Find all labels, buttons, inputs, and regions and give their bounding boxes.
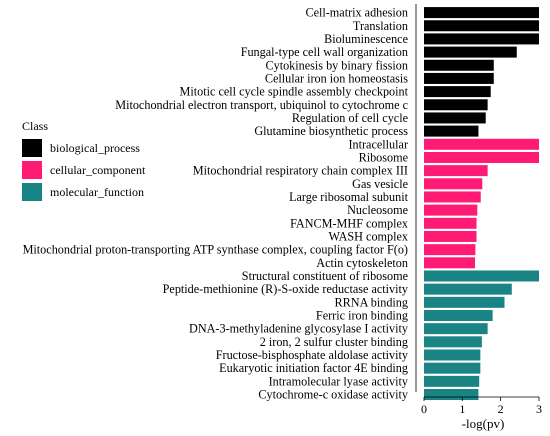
- bar: [424, 46, 517, 58]
- legend: Class biological_process cellular_compon…: [22, 119, 146, 201]
- category-label: Structural constituent of ribosome: [242, 269, 408, 283]
- bars: [424, 7, 539, 401]
- bar: [424, 309, 493, 321]
- category-label: Intramolecular lyase activity: [269, 374, 409, 388]
- category-label: DNA-3-methyladenine glycosylase I activi…: [189, 322, 409, 336]
- bar: [424, 33, 539, 45]
- bar: [424, 178, 483, 190]
- category-label: Cytochrome-c oxidase activity: [258, 388, 408, 402]
- bar: [424, 125, 479, 137]
- bar: [424, 165, 488, 177]
- bar: [424, 336, 482, 348]
- bar: [424, 112, 486, 124]
- category-label: FANCM-MHF complex: [290, 216, 408, 230]
- bar: [424, 191, 481, 203]
- legend-title: Class: [22, 119, 48, 133]
- x-tick-label: 0: [421, 402, 427, 416]
- category-label: Actin cytoskeleton: [316, 256, 408, 270]
- bar: [424, 99, 488, 111]
- bar: [424, 151, 539, 163]
- category-label: Mitochondrial respiratory chain complex …: [193, 164, 408, 178]
- bar: [424, 59, 494, 71]
- category-label: Ferric iron binding: [316, 308, 408, 322]
- category-label: Mitotic cell cycle spindle assembly chec…: [180, 85, 409, 99]
- bar: [424, 72, 494, 84]
- bar: [424, 375, 480, 387]
- category-label: Regulation of cell cycle: [292, 111, 408, 125]
- category-label: Gas vesicle: [352, 177, 408, 191]
- category-label: WASH complex: [328, 229, 408, 243]
- x-axis-label: -log(pv): [462, 416, 505, 431]
- legend-swatch-molecular-function: [22, 183, 42, 201]
- category-label: Ribosome: [359, 150, 408, 164]
- category-label: Intracellular: [348, 137, 408, 151]
- category-label: Bioluminescence: [324, 32, 408, 46]
- bar: [424, 138, 539, 150]
- category-label: Cellular iron ion homeostasis: [265, 71, 408, 85]
- legend-label-cellular-component: cellular_component: [50, 163, 146, 177]
- category-label: Nucleosome: [347, 203, 408, 217]
- category-label: Mitochondrial proton-transporting ATP sy…: [23, 243, 408, 257]
- bar: [424, 257, 475, 269]
- category-label: Peptide-methionine (R)-S-oxide reductase…: [163, 282, 409, 296]
- bar: [424, 362, 481, 374]
- category-label: RRNA binding: [335, 295, 408, 309]
- x-tick-label: 2: [498, 402, 504, 416]
- bar: [424, 389, 479, 401]
- category-label: Fructose-bisphosphate aldolase activity: [216, 348, 409, 362]
- category-label: Large ribosomal subunit: [289, 190, 409, 204]
- category-label: Cytokinesis by binary fission: [265, 58, 408, 72]
- x-tick-label: 3: [536, 402, 542, 416]
- bar: [424, 20, 539, 32]
- category-label: Eukaryotic initiation factor 4E binding: [219, 361, 408, 375]
- legend-swatch-biological-process: [22, 139, 42, 157]
- bar: [424, 283, 512, 295]
- legend-swatch-cellular-component: [22, 161, 42, 179]
- bar: [424, 7, 539, 19]
- category-labels: Cell-matrix adhesionTranslationBiolumine…: [23, 6, 409, 402]
- bar: [424, 230, 477, 242]
- category-label: Fungal-type cell wall organization: [241, 45, 408, 59]
- bar: [424, 217, 477, 229]
- x-axis: 0 1 2 3: [415, 4, 542, 416]
- bar: [424, 270, 539, 282]
- category-label: Mitochondrial electron transport, ubiqui…: [115, 98, 408, 112]
- bar: [424, 349, 481, 361]
- bar: [424, 244, 476, 256]
- x-tick-label: 1: [459, 402, 465, 416]
- legend-label-biological-process: biological_process: [50, 141, 140, 155]
- bar: [424, 86, 491, 98]
- category-label: Translation: [353, 19, 408, 33]
- category-label: 2 iron, 2 sulfur cluster binding: [260, 335, 408, 349]
- bar: [424, 323, 488, 335]
- bar: [424, 204, 478, 216]
- category-label: Cell-matrix adhesion: [305, 6, 408, 20]
- bar: [424, 296, 505, 308]
- category-label: Glutamine biosynthetic process: [254, 124, 408, 138]
- legend-label-molecular-function: molecular_function: [50, 185, 144, 199]
